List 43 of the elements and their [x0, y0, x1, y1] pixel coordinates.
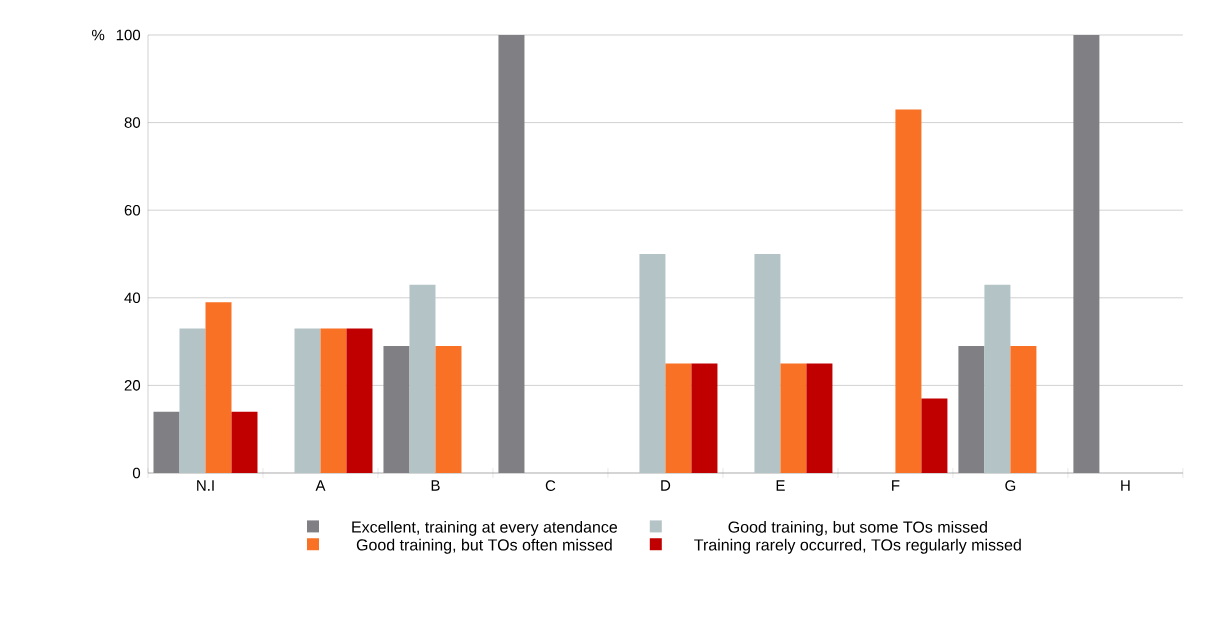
x-tick-label: F	[892, 480, 900, 491]
y-tick-label: 80	[124, 117, 141, 128]
text: Good training, but some TOs missed	[728, 520, 987, 536]
y-tick-label: 0	[132, 467, 141, 479]
x-tick-label: N.I	[197, 480, 214, 491]
bar	[691, 363, 718, 473]
legend-label: Training rarely occurred, TOs regularly missed	[694, 538, 1021, 554]
bar	[895, 109, 922, 473]
x-tick-label: C	[545, 480, 556, 491]
x-tick-label: G	[1005, 480, 1016, 491]
bar	[435, 345, 462, 473]
bar	[921, 398, 948, 473]
bar	[665, 363, 692, 473]
x-tick-label: B	[431, 480, 440, 491]
bar	[984, 284, 1011, 473]
bar	[205, 302, 232, 473]
bar	[409, 284, 436, 473]
bar	[639, 254, 666, 473]
bar	[780, 363, 807, 473]
x-tick-label: D	[661, 480, 671, 491]
y-tick-label: 100	[116, 29, 141, 41]
bar	[153, 411, 180, 473]
bar	[383, 345, 410, 473]
bar	[1010, 345, 1037, 473]
y-tick-label: 40	[124, 292, 141, 304]
y-axis-title: %	[92, 29, 105, 41]
bar	[231, 411, 258, 473]
bar	[806, 363, 833, 473]
y-tick-label: 20	[124, 380, 141, 391]
bar	[294, 328, 321, 473]
bar	[346, 328, 373, 473]
bar	[1073, 34, 1100, 473]
x-tick-label: E	[776, 480, 785, 491]
legend-label: Good training, but TOs often missed	[356, 538, 612, 554]
y-tick-label: 60	[124, 204, 141, 216]
bar	[754, 254, 781, 473]
legend-label: Excellent, training at every atendance	[352, 520, 618, 536]
bar	[179, 328, 206, 473]
bar	[320, 328, 347, 473]
bar	[498, 34, 525, 473]
x-tick-label: A	[315, 480, 326, 491]
bar	[958, 345, 985, 473]
x-tick-label: H	[1121, 480, 1130, 491]
